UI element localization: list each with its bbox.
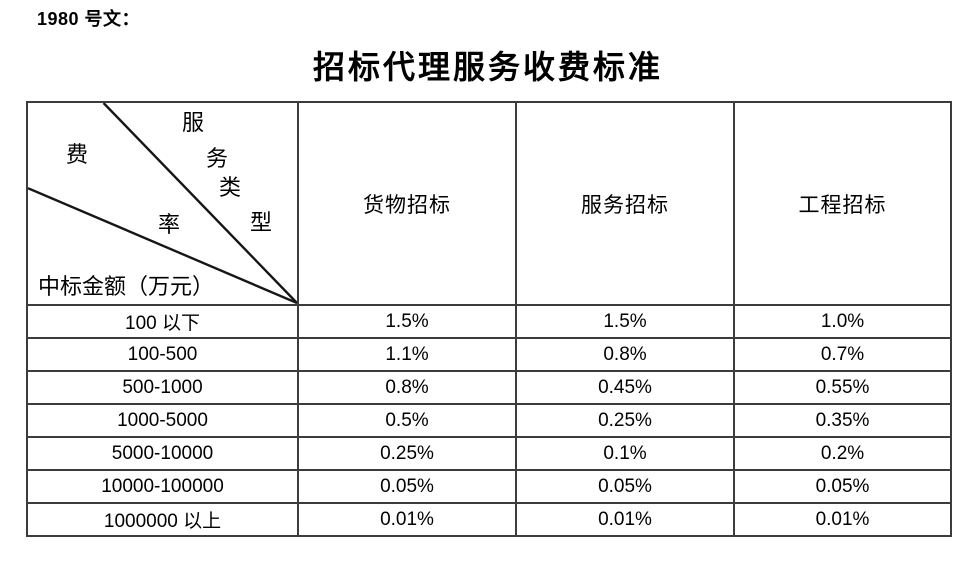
rate-cell: 1.5% [515,304,735,339]
column-header-goods: 货物招标 [297,101,517,306]
rate-cell: 0.5% [297,403,517,438]
table-corner-cell: 费 率 服 务 类 型 中标金额（万元） [26,101,299,306]
rate-cell: 0.05% [297,469,517,504]
amount-range-cell: 5000-10000 [26,436,299,471]
rate-cell: 0.8% [297,370,517,405]
corner-type-char: 类 [219,175,242,200]
rate-cell: 1.0% [733,304,952,339]
rate-cell: 0.1% [515,436,735,471]
amount-range-cell: 100 以下 [26,304,299,339]
corner-type-char: 服 [182,110,205,135]
rate-cell: 1.1% [297,337,517,372]
table-row: 1000000 以上 0.01% 0.01% 0.01% [26,502,952,537]
column-header-works: 工程招标 [733,101,952,306]
amount-range-cell: 100-500 [26,337,299,372]
rate-cell: 0.45% [515,370,735,405]
table-row: 100 以下 1.5% 1.5% 1.0% [26,304,952,339]
rate-cell: 0.01% [733,502,952,537]
corner-rate-char: 率 [158,212,181,237]
rate-cell: 0.25% [515,403,735,438]
corner-type-char: 务 [206,146,229,171]
corner-amount-label: 中标金额（万元） [38,274,215,299]
rate-cell: 1.5% [297,304,517,339]
document-ref: 1980 号文： [37,9,141,29]
column-header-services: 服务招标 [515,101,735,306]
table-row: 1000-5000 0.5% 0.25% 0.35% [26,403,952,438]
table-row: 100-500 1.1% 0.8% 0.7% [26,337,952,372]
rate-cell: 0.05% [515,469,735,504]
fee-standard-table: 费 率 服 务 类 型 中标金额（万元） 货物招标 服务招标 工程招标 100 … [26,101,952,537]
rate-cell: 0.01% [297,502,517,537]
diagonal-divider-lines [28,103,297,304]
rate-cell: 0.7% [733,337,952,372]
rate-cell: 0.25% [297,436,517,471]
table-row: 5000-10000 0.25% 0.1% 0.2% [26,436,952,471]
table-row: 500-1000 0.8% 0.45% 0.55% [26,370,952,405]
rate-cell: 0.55% [733,370,952,405]
rate-cell: 0.2% [733,436,952,471]
corner-rate-char: 费 [66,142,89,167]
amount-range-cell: 1000-5000 [26,403,299,438]
page-title: 招标代理服务收费标准 [312,49,663,85]
rate-cell: 0.05% [733,469,952,504]
table-header-row: 费 率 服 务 类 型 中标金额（万元） 货物招标 服务招标 工程招标 [26,101,952,306]
table-row: 10000-100000 0.05% 0.05% 0.05% [26,469,952,504]
amount-range-cell: 500-1000 [26,370,299,405]
corner-type-char: 型 [250,210,273,235]
amount-range-cell: 1000000 以上 [26,502,299,537]
rate-cell: 0.35% [733,403,952,438]
rate-cell: 0.8% [515,337,735,372]
amount-range-cell: 10000-100000 [26,469,299,504]
rate-cell: 0.01% [515,502,735,537]
